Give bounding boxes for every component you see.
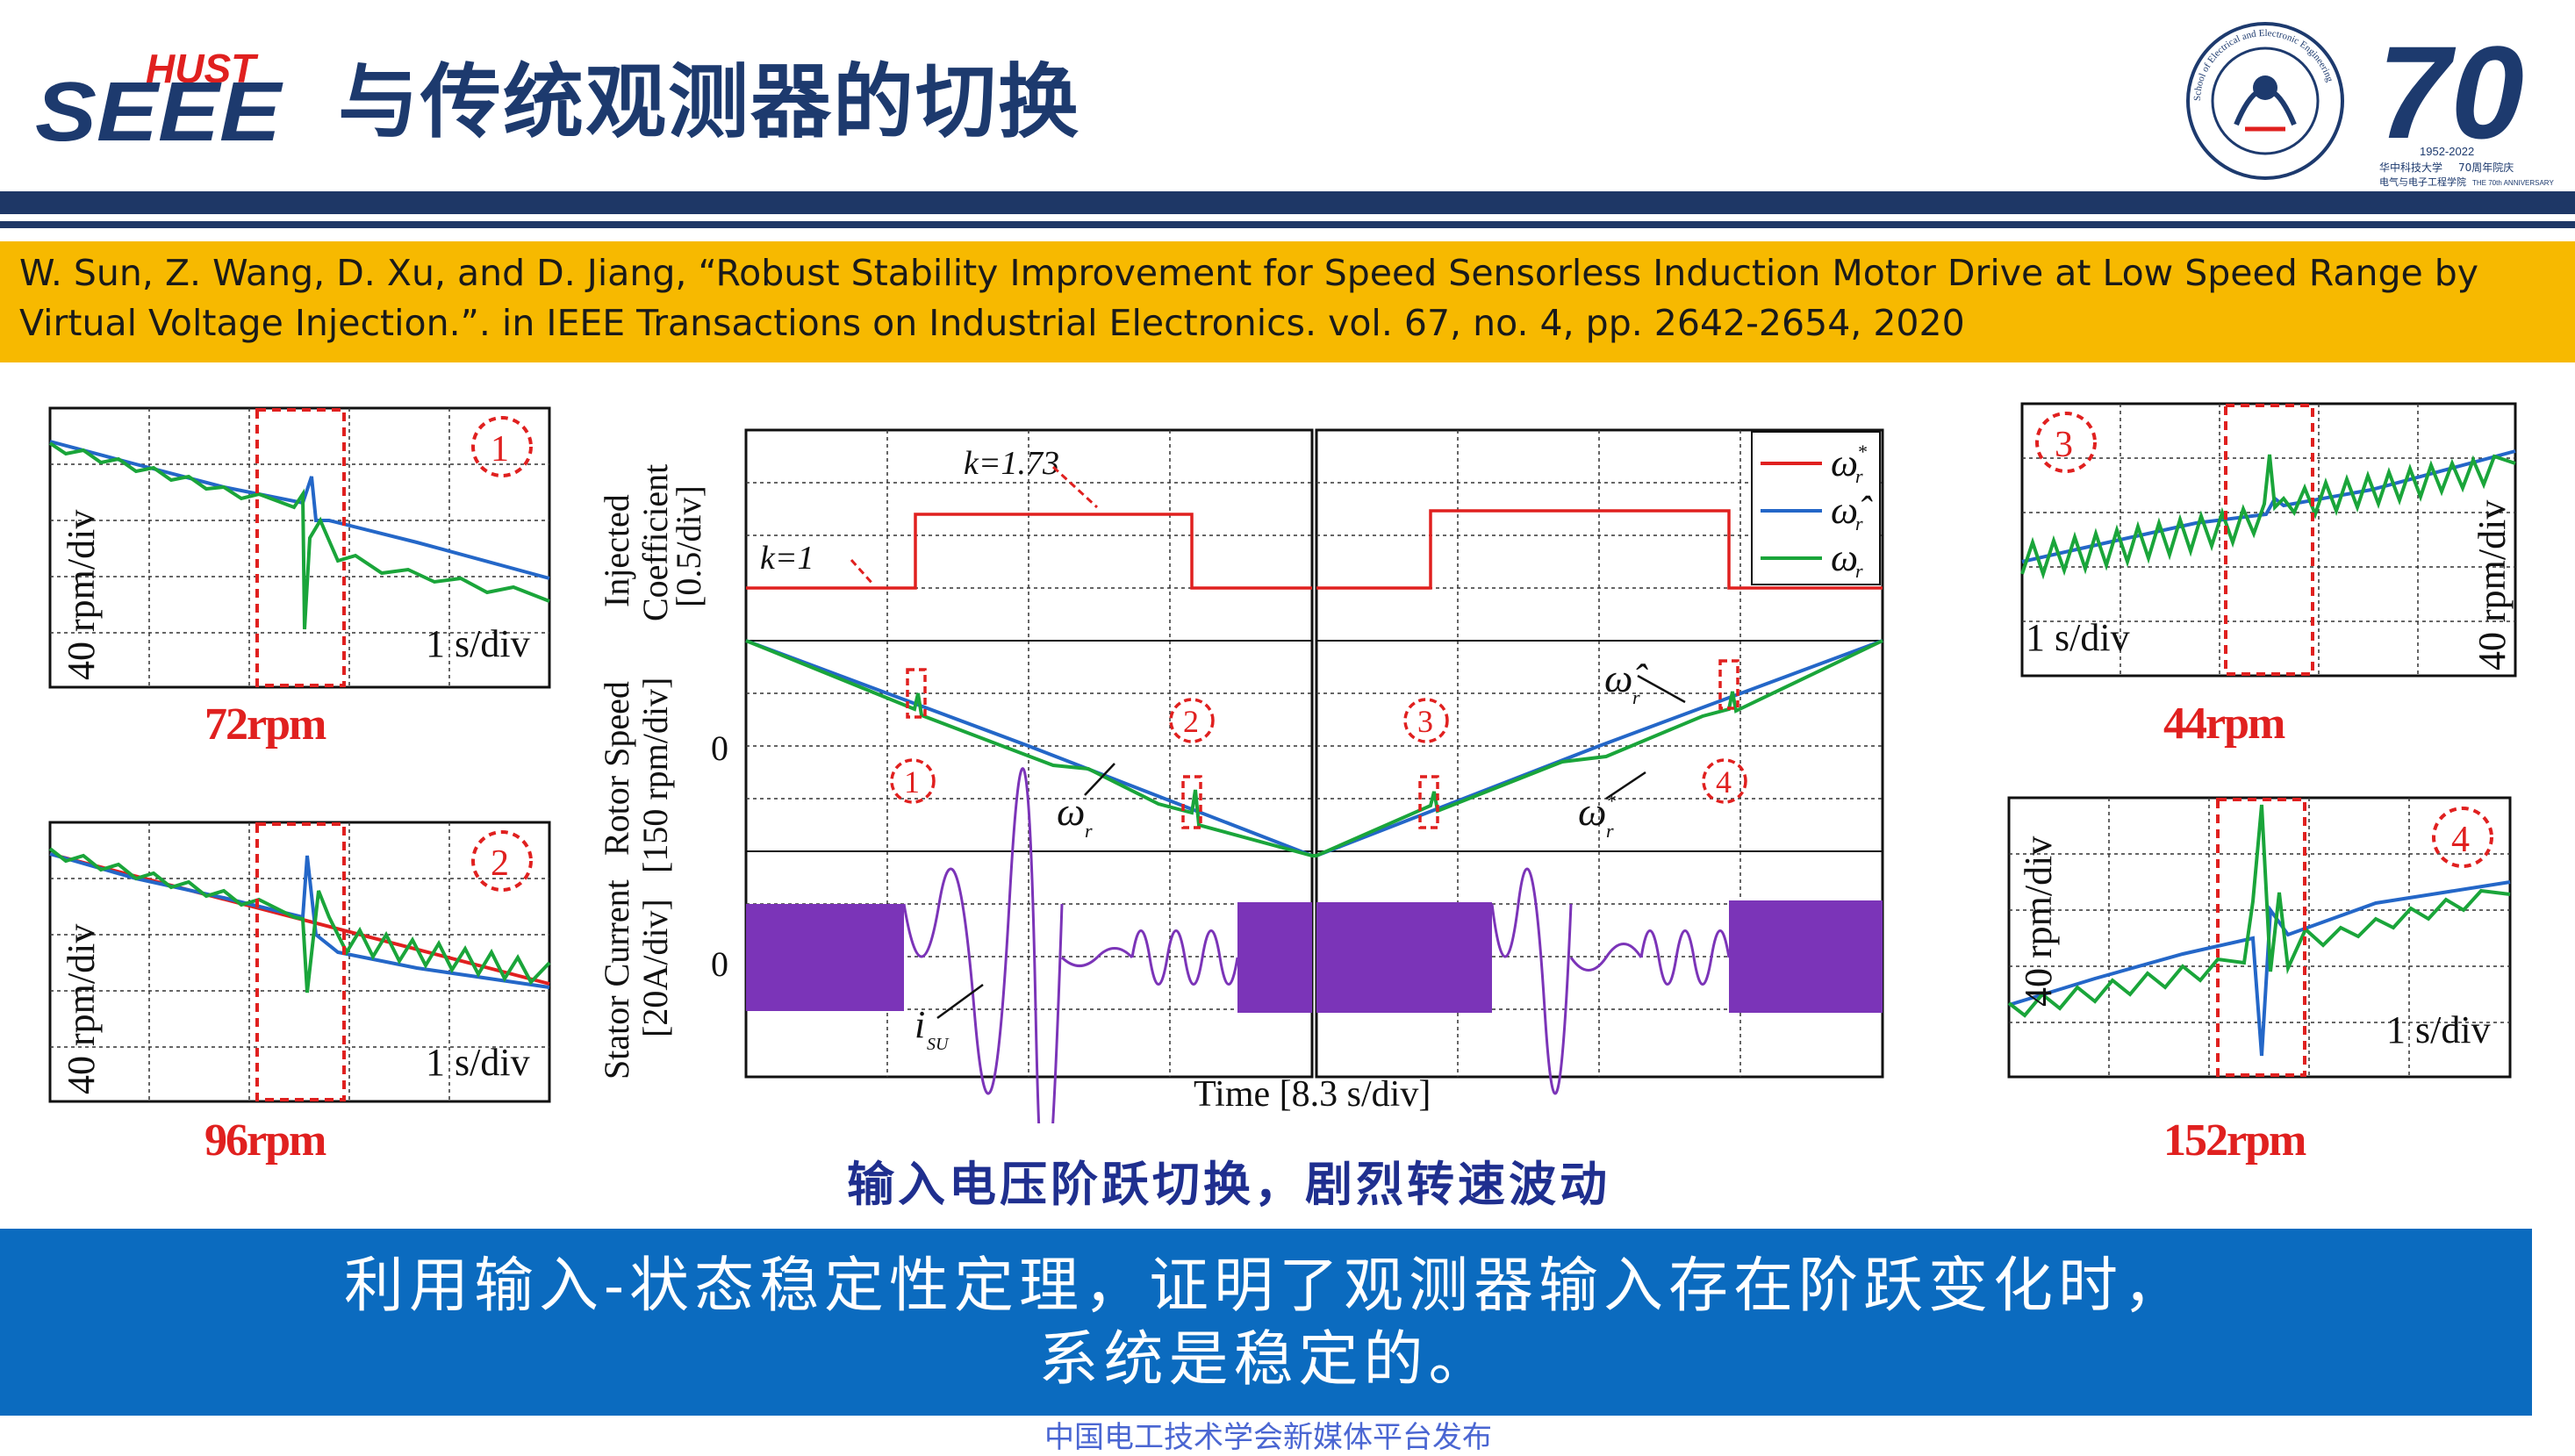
- annot-omega-r: ω: [1057, 789, 1085, 834]
- marker-1: 1: [904, 764, 920, 800]
- school-seal: School of Electrical and Electronic Engi…: [2186, 22, 2344, 180]
- current-wave-right-a: [1490, 867, 1573, 1095]
- current-wave-left-a: [902, 767, 1064, 1123]
- current-envelope-left-a: [746, 904, 904, 1011]
- main-figure: Injected Coefficient [0.5/div] Rotor Spe…: [597, 428, 1884, 1123]
- page-title: 与传统观测器的切换: [338, 55, 1081, 149]
- main-xlabel: Time [8.3 s/div]: [1194, 1074, 1431, 1115]
- zoom-1-caption: 72rpm: [204, 699, 326, 750]
- conclusion-text: 利用输入-状态稳定性定理，证明了观测器输入存在阶跃变化时， 系统是稳定的。: [0, 1250, 2532, 1397]
- ylabel-coef-2: Coefficient: [635, 464, 675, 621]
- k-low-label: k=1: [760, 540, 814, 577]
- citation-line-2: Virtual Voltage Injection.”. in IEEE Tra…: [19, 302, 1965, 344]
- svg-text:r: r: [1606, 820, 1614, 842]
- conclusion-box: 利用输入-状态稳定性定理，证明了观测器输入存在阶跃变化时， 系统是稳定的。: [0, 1229, 2532, 1416]
- ylabel-speed-2: [150 rpm/div]: [635, 678, 675, 873]
- citation-line-1: W. Sun, Z. Wang, D. Xu, and D. Jiang, “R…: [19, 252, 2479, 294]
- current-wave-right-c: [1639, 929, 1731, 986]
- zoom-2-xlabel: 1 s/div: [426, 1041, 530, 1084]
- svg-text:r: r: [1855, 560, 1863, 582]
- zoom-4-caption: 152rpm: [2163, 1115, 2306, 1166]
- zoom-3-marker: 3: [2055, 425, 2073, 465]
- zoom-2-caption: 96rpm: [204, 1115, 326, 1166]
- anniv-school: 电气与电子工程学院: [2379, 176, 2466, 188]
- zoom-1-xlabel: 1 s/div: [426, 622, 530, 665]
- svg-text:r: r: [1632, 686, 1640, 708]
- anniv-years: 1952-2022: [2420, 145, 2474, 158]
- current-wave-right-b: [1569, 943, 1643, 972]
- header-rule-thick: [0, 191, 2575, 214]
- current-envelope-right-a: [1316, 902, 1492, 1013]
- legend-omega-ref: ω: [1831, 441, 1858, 484]
- svg-text:r: r: [1855, 513, 1863, 534]
- ylabel-coef-1: Injected: [597, 494, 636, 607]
- current-envelope-left-b: [1237, 902, 1312, 1013]
- zoom-1-marker: 1: [491, 429, 509, 470]
- annot-omega-star: ω: [1578, 789, 1606, 834]
- footer-source: 中国电工技术学会新媒体平台发布: [1044, 1420, 1492, 1455]
- anniv-celebration: 70周年院庆: [2458, 161, 2514, 174]
- legend-omega-actual: ω: [1831, 536, 1858, 579]
- main-legend: ω ω̂ ω r * r r: [1751, 431, 1881, 585]
- logo-hust-text: HUST: [146, 46, 259, 91]
- zoom-panel-3: 3 1 s/div 40 rpm/div: [2020, 402, 2517, 678]
- current-wave-left-c: [1130, 929, 1239, 986]
- ylabel-current-2: [20A/div]: [635, 899, 675, 1037]
- svg-text:SU: SU: [927, 1035, 950, 1054]
- logo-seee-text: SEEE: [35, 65, 283, 151]
- header-rule-thin: [0, 221, 2575, 228]
- ylabel-current-1: Stator Current: [597, 879, 636, 1079]
- seee-logo: HUST SEEE: [35, 46, 283, 151]
- conclusion-line-1: 利用输入-状态稳定性定理，证明了观测器输入存在阶跃变化时，: [344, 1252, 2188, 1321]
- svg-text:r: r: [1855, 465, 1863, 487]
- zoom-4-xlabel: 1 s/div: [2386, 1008, 2491, 1051]
- zoom-panel-4: 4 1 s/div 40 rpm/div: [2007, 796, 2512, 1079]
- citation-band: W. Sun, Z. Wang, D. Xu, and D. Jiang, “R…: [0, 241, 2575, 362]
- zoom-4-marker: 4: [2451, 820, 2470, 860]
- ylabel-speed-1: Rotor Speed: [597, 681, 636, 856]
- zoom-2-marker: 2: [491, 843, 509, 884]
- coef-trace-left: [746, 513, 1312, 590]
- zoom-1-ylabel: 40 rpm/div: [60, 510, 103, 680]
- zoom-panel-2: 2 1 s/div 40 rpm/div: [48, 821, 551, 1103]
- zoom-panel-1: 1 1 s/div 40 rpm/div: [48, 406, 551, 689]
- zoom-3-caption: 44rpm: [2163, 699, 2285, 749]
- zoom-2-ylabel: 40 rpm/div: [60, 924, 103, 1094]
- svg-text:*: *: [1606, 790, 1616, 812]
- anniversary-logo: 70 1952-2022 华中科技大学 70周年院庆 电气与电子工程学院 THE…: [2374, 13, 2554, 189]
- current-envelope-right-b: [1729, 900, 1883, 1013]
- coef-trace-right: [1316, 509, 1883, 590]
- zero-current-label: 0: [711, 944, 728, 984]
- svg-text:r: r: [1085, 820, 1093, 842]
- zoom-3-ylabel: 40 rpm/div: [2471, 500, 2514, 671]
- figure-caption: 输入电压阶跃切换，剧烈转速波动: [847, 1156, 1610, 1212]
- k-high-label: k=1.73: [964, 445, 1059, 482]
- zoom-4-ylabel: 40 rpm/div: [2017, 836, 2060, 1007]
- current-wave-left-b: [1060, 947, 1134, 967]
- ylabel-coef-3: [0.5/div]: [669, 485, 708, 607]
- marker-4: 4: [1716, 764, 1732, 800]
- conclusion-line-2: 系统是稳定的。: [1038, 1325, 1494, 1395]
- anniv-english: THE 70th ANNIVERSARY: [2472, 179, 2554, 187]
- zoom-3-xlabel: 1 s/div: [2026, 616, 2130, 659]
- speed-actual-trace: [745, 639, 1883, 857]
- annot-isu: i: [915, 1003, 925, 1046]
- anniv-university: 华中科技大学: [2379, 161, 2442, 174]
- marker-3: 3: [1417, 704, 1433, 739]
- zero-speed-label: 0: [711, 728, 728, 768]
- svg-text:*: *: [1857, 441, 1867, 463]
- anniv-number: 70: [2378, 18, 2524, 166]
- marker-2: 2: [1183, 704, 1199, 739]
